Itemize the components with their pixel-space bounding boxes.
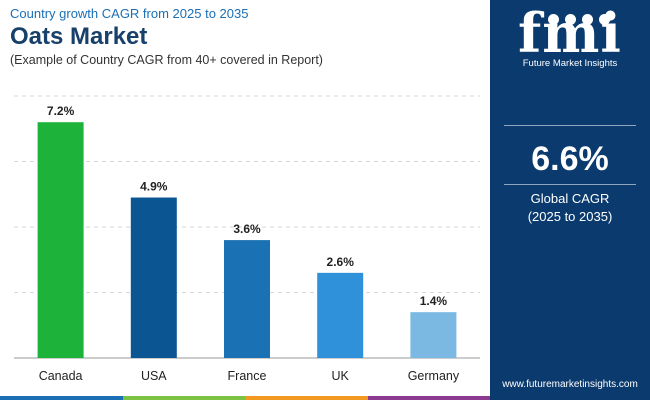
logo-dot-icon: [548, 14, 559, 25]
bar-germany: [410, 312, 457, 358]
website-link[interactable]: www.futuremarketinsights.com: [502, 379, 638, 390]
data-label: 2.6%: [327, 255, 355, 269]
x-tick-label: Canada: [39, 369, 83, 383]
logo-dot-icon: [582, 14, 593, 25]
global-cagr-value: 6.6%: [531, 140, 609, 178]
global-cagr-title: Global CAGR: [530, 191, 610, 206]
bar-chart: 7.2% Canada 4.9% USA 3.6% France 2.6% UK 1.4% Ger…: [14, 95, 480, 383]
logo-dot-icon: [565, 14, 576, 25]
strip-segment-4: [367, 396, 490, 400]
x-tick-label: USA: [141, 369, 167, 383]
global-cagr-period: (2025 to 2035): [527, 209, 613, 224]
bottom-color-strip: [0, 396, 490, 400]
chart-subtitle: Country growth CAGR from 2025 to 2035: [10, 6, 249, 21]
logo-icons: [542, 12, 622, 26]
bar-canada: [37, 122, 84, 358]
x-tick-label: UK: [332, 369, 350, 383]
data-label: 7.2%: [47, 104, 75, 118]
divider-mid: [504, 184, 636, 185]
logo-dot-icon: [599, 14, 610, 25]
divider-top: [504, 125, 636, 126]
bar-usa: [130, 197, 177, 358]
logo-company-name: Future Market Insights: [522, 58, 618, 69]
bar-uk: [317, 272, 364, 358]
chart-note: (Example of Country CAGR from 40+ covere…: [10, 53, 323, 67]
data-label: 3.6%: [233, 222, 261, 236]
x-tick-label: Germany: [408, 369, 460, 383]
x-tick-label: France: [228, 369, 267, 383]
strip-segment-3: [245, 396, 368, 400]
strip-segment-1: [0, 396, 123, 400]
global-cagr-label: Global CAGR (2025 to 2035): [490, 190, 650, 226]
chart-title: Oats Market: [10, 23, 148, 50]
chart-header: Country growth CAGR from 2025 to 2035 Oa…: [10, 6, 480, 68]
bar-france: [224, 240, 270, 358]
data-label: 4.9%: [140, 180, 168, 194]
data-label: 1.4%: [420, 294, 448, 308]
strip-segment-2: [122, 396, 245, 400]
fmi-logo: fmi Future Market Insights: [490, 6, 650, 69]
sidebar-panel: fmi Future Market Insights 6.6% Global C…: [490, 0, 650, 400]
